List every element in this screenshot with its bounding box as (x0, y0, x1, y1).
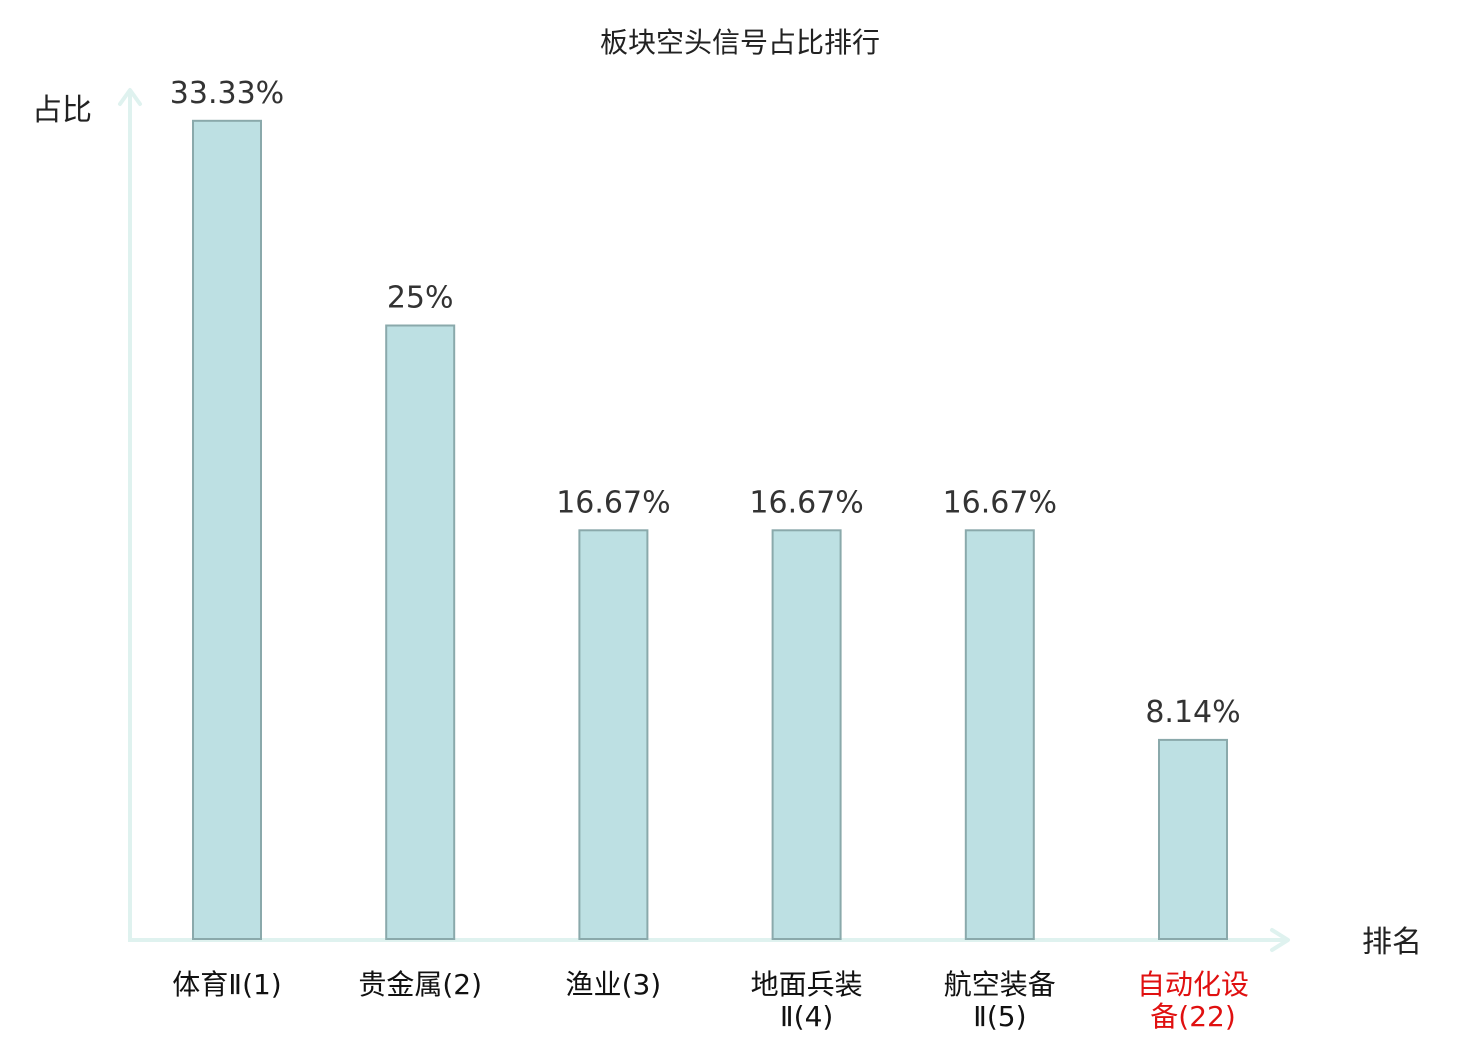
bar (771, 529, 842, 940)
bars (192, 119, 1228, 941)
value-labels: 33.33% 25% 16.67% 16.67% 16.67% 8.14% (170, 76, 1241, 730)
y-axis-arrow (118, 88, 142, 106)
category-label: 贵金属(2) (358, 968, 482, 1001)
bar-value-label: 33.33% (170, 76, 284, 111)
chart-title: 板块空头信号占比排行 (600, 26, 880, 59)
category-rank: (3) (622, 968, 662, 1001)
x-axis: 排名 (128, 925, 1422, 960)
bar (964, 529, 1035, 940)
x-axis-label: 排名 (1362, 925, 1422, 960)
category-rank: (5) (987, 1000, 1027, 1033)
category-name: 备 (1150, 1000, 1178, 1033)
x-axis-arrow (1270, 928, 1290, 952)
category-name: Ⅱ (780, 1000, 794, 1033)
category-name: 自动化设 (1137, 968, 1249, 1001)
category-name: 地面兵装 (751, 968, 863, 1001)
category-rank: (2) (442, 968, 482, 1001)
bar-value-label: 16.67% (556, 485, 670, 520)
category-labels: 体育Ⅱ(1) 贵金属(2) 渔业(3) 地面兵装 Ⅱ(4)航空装备 Ⅱ(5)自动化设备(2… (172, 968, 1249, 1033)
category-name: 贵金属 (358, 968, 442, 1001)
category-name: 航空装备 (944, 968, 1056, 1001)
category-label: 航空装备 Ⅱ(5) (944, 968, 1056, 1033)
category-name: Ⅱ (973, 1000, 987, 1033)
bar (385, 324, 456, 940)
category-rank: (22) (1178, 1000, 1235, 1033)
y-axis-label: 占比 (32, 93, 92, 128)
bar-value-label: 16.67% (749, 485, 863, 520)
bar (192, 119, 262, 941)
category-label: 自动化设备(22) (1137, 968, 1249, 1033)
bar-value-label: 8.14% (1145, 695, 1240, 730)
category-name: 体育Ⅱ (172, 968, 242, 1001)
bar-value-label: 16.67% (943, 485, 1057, 520)
category-label: 体育Ⅱ(1) (172, 968, 281, 1001)
category-rank: (1) (242, 968, 282, 1001)
bar-value-label: 25% (387, 281, 454, 316)
bar (1158, 738, 1228, 941)
bar (578, 529, 649, 940)
category-name: 渔业 (566, 968, 622, 1001)
y-axis: 占比 (32, 88, 142, 940)
category-rank: (4) (794, 1000, 834, 1033)
category-label: 渔业(3) (566, 968, 662, 1001)
category-label: 地面兵装 Ⅱ(4) (751, 968, 863, 1033)
